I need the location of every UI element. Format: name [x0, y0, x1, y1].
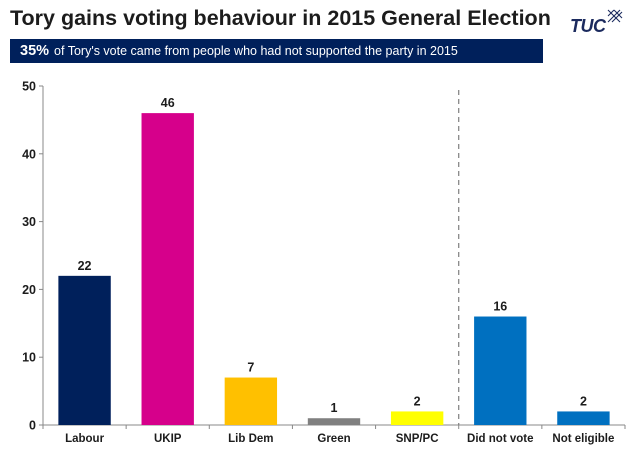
bar-labour: [58, 275, 111, 425]
banner-text: of Tory's vote came from people who had …: [54, 44, 458, 58]
category-label: Not eligible: [552, 433, 614, 445]
category-label: Did not vote: [467, 433, 533, 445]
category-label: Green: [317, 433, 350, 445]
data-label: 1: [331, 401, 338, 415]
category-label: SNP/PC: [396, 433, 439, 445]
data-label: 46: [161, 96, 175, 110]
category-label: Labour: [65, 433, 104, 445]
data-label: 2: [414, 394, 421, 408]
tuc-logo: TUC: [570, 9, 624, 44]
bar-ukip: [141, 113, 194, 426]
y-tick-label: 40: [22, 147, 36, 161]
y-tick-label: 30: [22, 215, 36, 229]
category-label: Lib Dem: [228, 433, 273, 445]
logo-lattice-icon: [607, 9, 623, 23]
data-label: 7: [247, 361, 254, 375]
data-label: 16: [493, 300, 507, 314]
data-label: 2: [580, 394, 587, 408]
logo-text: TUC: [570, 16, 606, 36]
chart-title: Tory gains voting behaviour in 2015 Gene…: [10, 6, 551, 30]
y-tick-label: 50: [22, 80, 36, 94]
bar-did-not-vote: [474, 316, 527, 425]
banner-percentage: 35%: [20, 43, 50, 59]
y-tick-label: 0: [29, 419, 36, 433]
bar-green: [307, 418, 361, 425]
bar-snp-pc: [390, 411, 444, 425]
y-tick-label: 20: [22, 283, 36, 297]
data-label: 22: [78, 259, 92, 273]
bar-not-eligible: [557, 411, 610, 425]
summary-banner: 35% of Tory's vote came from people who …: [10, 39, 543, 63]
y-tick-label: 10: [22, 351, 36, 365]
bar-lib-dem: [224, 377, 278, 425]
category-label: UKIP: [154, 433, 182, 445]
